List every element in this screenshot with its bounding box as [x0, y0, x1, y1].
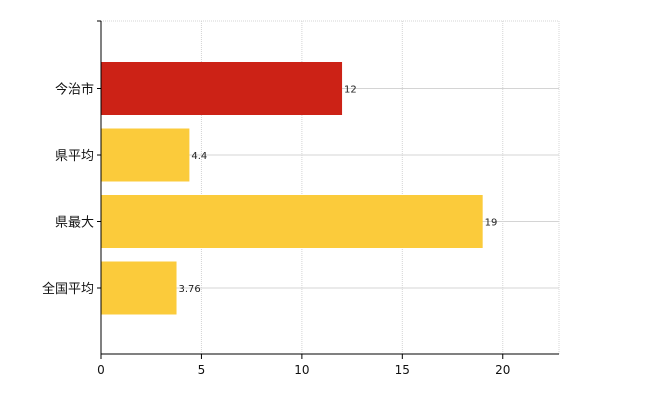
bar-2: [101, 195, 483, 248]
category-label: 県最大: [55, 216, 94, 231]
x-tick-label: 0: [97, 363, 105, 377]
x-tick-label: 10: [294, 363, 309, 377]
bar-3: [101, 261, 177, 315]
category-label: 県平均: [55, 149, 94, 164]
x-tick-label: 5: [198, 363, 206, 377]
category-label: 全国平均: [42, 281, 94, 297]
data-label: 12: [344, 85, 357, 96]
x-tick-label: 15: [395, 363, 410, 377]
bar-1: [101, 128, 190, 182]
data-label: 19: [485, 218, 498, 229]
category-label: 今治市: [55, 82, 94, 98]
bar-0: [101, 62, 343, 115]
x-tick-label: 20: [495, 363, 510, 377]
data-label: 3.76: [179, 284, 201, 295]
data-label: 4.4: [191, 151, 207, 162]
